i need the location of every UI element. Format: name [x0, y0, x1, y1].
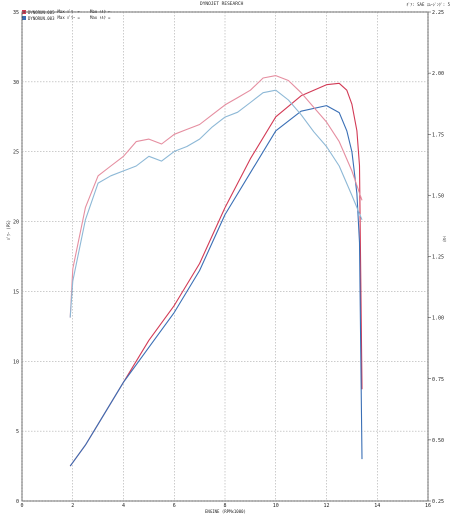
y2-tick-label: 0.25 [432, 499, 444, 505]
x-axis-label: ENGINE (RPMx1000) [205, 509, 246, 514]
y2-tick-label: 1.75 [432, 132, 444, 138]
x-tick-label: 16 [425, 503, 431, 509]
y2-tick-label: 2.00 [432, 71, 444, 77]
x-tick-label: 14 [374, 503, 380, 509]
x-tick-label: 12 [323, 503, 329, 509]
legend-max-power: Max ﾊﾟﾜｰ = [57, 15, 80, 20]
y-tick-label: 35 [13, 10, 19, 16]
chart-title: DYNOJET RESEARCH [200, 2, 244, 7]
series-line-torque-dynorun-003 [69, 89, 363, 318]
legend-run-name: DYNORUN.003 [28, 15, 55, 21]
x-tick-label: 8 [223, 503, 226, 509]
legend-max-power: Max ﾊﾟﾜｰ = [57, 9, 80, 14]
legend-max-torque: Max ﾄﾙｸ = [89, 15, 111, 20]
series-line-torque-dynorun-005 [69, 75, 363, 318]
y-tick-label: 0 [16, 499, 19, 505]
y-tick-label: 10 [13, 359, 19, 365]
y2-tick-label: 1.00 [432, 316, 444, 322]
settings-label: ｷﾞｱ: SAE ｽﾑｰｼﾞﾝｸﾞ: 5 [406, 2, 450, 7]
x-tick-label: 2 [71, 503, 74, 509]
y2-tick-label: 0.75 [432, 377, 444, 383]
y-tick-label: 25 [13, 150, 19, 156]
x-tick-label: 10 [273, 503, 279, 509]
x-tick-label: 0 [20, 503, 23, 509]
y2-tick-label: 2.25 [432, 10, 444, 16]
series-line-power-dynorun-005 [69, 82, 363, 467]
x-tick-label: 4 [122, 503, 125, 509]
y2-tick-label: 0.50 [432, 438, 444, 444]
y-tick-label: 30 [13, 80, 19, 86]
series-line-power-dynorun-003 [69, 105, 363, 467]
y-tick-label: 20 [13, 220, 19, 226]
legend-max-torque: Max ﾄﾙｸ = [89, 9, 111, 14]
y-tick-label: 15 [13, 289, 19, 295]
y2-tick-label: 1.50 [432, 193, 444, 199]
legend-swatch [22, 16, 26, 20]
y2-tick-label: 1.25 [432, 255, 444, 261]
x-tick-label: 6 [173, 503, 176, 509]
legend-entry: DYNORUN.003 Max ﾊﾟﾜｰ = Max ﾄﾙｸ = [22, 15, 110, 21]
y-tick-label: 5 [16, 429, 19, 435]
